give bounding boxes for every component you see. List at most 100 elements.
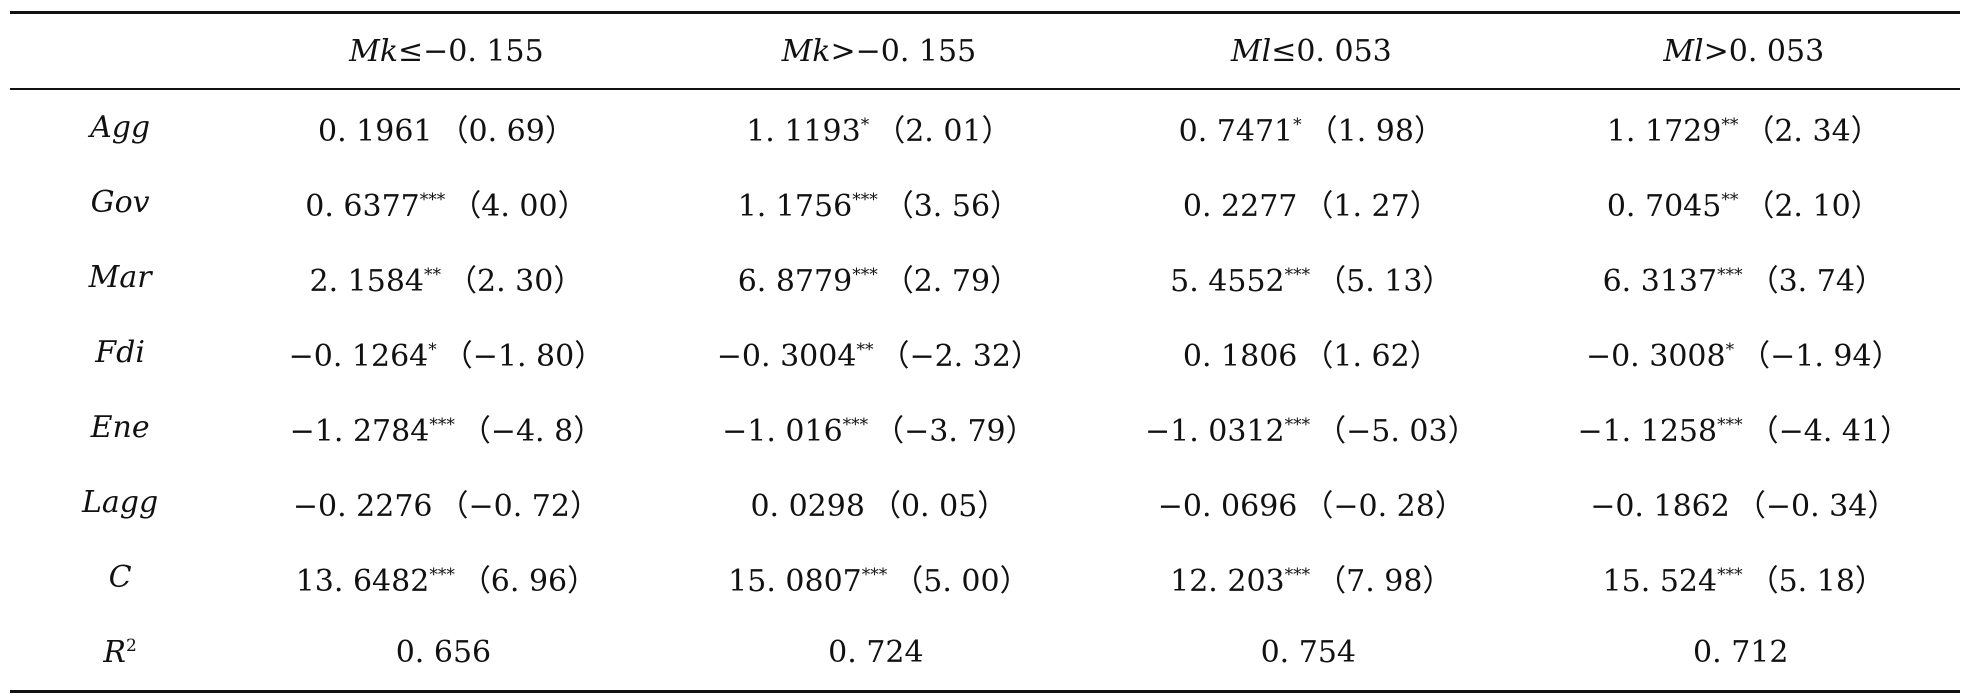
t-statistic: （2. 01） [875,113,1012,149]
table-cell: 1. 1729** （2. 34） [1528,89,1960,165]
coefficient: −1. 016 [722,413,843,449]
t-statistic: （−2. 32） [879,338,1041,374]
t-statistic: （−1. 94） [1740,338,1902,374]
coefficient: 0. 0298 [750,488,865,524]
t-statistic: （3. 56） [883,188,1021,224]
row-label-text: Lagg [82,485,159,520]
coefficient: 0. 712 [1693,635,1789,670]
coefficient: 6. 3137 [1602,263,1718,299]
significance-stars: * [1293,114,1302,135]
t-statistic: （6. 96） [460,563,598,599]
table-cell: −0. 1862 （−0. 34） [1528,465,1960,540]
table-row: Gov 0. 6377*** （4. 00） 1. 1756*** （3. 56） 0. … [10,165,1960,240]
table-cell: 0. 754 [1095,615,1527,692]
significance-stars: *** [1284,414,1311,435]
coefficient: 1. 1193 [746,113,861,149]
coefficient: 15. 0807 [728,563,862,599]
row-label: Mar [10,240,230,315]
significance-stars: *** [852,189,878,210]
table-cell: 12. 203*** （7. 98） [1095,540,1527,615]
significance-stars: ** [1721,114,1739,135]
coefficient: −0. 3004 [716,338,857,374]
significance-stars: *** [1284,564,1311,585]
significance-stars: *** [1717,414,1743,435]
coefficient: 13. 6482 [295,563,430,599]
table-row: C 13. 6482*** （6. 96） 15. 0807*** （5. 00） 12.… [10,540,1960,615]
significance-stars: *** [1284,264,1311,285]
column-threshold: >0. 053 [1703,33,1825,69]
coefficient: 2. 1584 [309,263,425,299]
coefficient: 0. 724 [828,635,924,670]
row-label: Agg [10,89,230,165]
table-cell: 0. 712 [1528,615,1960,692]
coefficient: 1. 1756 [737,188,853,224]
table-cell: 2. 1584** （2. 30） [230,240,662,315]
coefficient: 0. 1806 [1182,338,1298,374]
table-cell: 0. 724 [663,615,1095,692]
coefficient: 12. 203 [1170,563,1285,599]
t-statistic: （−1. 80） [442,338,605,374]
coefficient: 0. 754 [1260,635,1357,670]
column-var: Ml [1230,33,1272,69]
t-statistic: （−3. 79） [874,413,1036,449]
t-statistic: （5. 13） [1316,263,1453,299]
t-statistic: （−0. 34） [1735,488,1898,524]
table-cell: 0. 1961 （0. 69） [230,89,662,165]
table-cell: 0. 7045** （2. 10） [1528,165,1960,240]
coefficient: 0. 656 [395,635,492,670]
row-label-text: Mar [88,260,152,295]
table-cell: 1. 1756*** （3. 56） [663,165,1095,240]
t-statistic: （−5. 03） [1316,413,1478,449]
column-header: Mk>−0. 155 [663,13,1095,90]
coefficient: −1. 1258 [1577,413,1718,449]
row-label-text: R [103,635,126,670]
table-cell: −1. 1258*** （−4. 41） [1528,390,1960,465]
coefficient: 6. 8779 [737,263,853,299]
t-statistic: （−0. 28） [1303,488,1465,524]
table-cell: −1. 0312*** （−5. 03） [1095,390,1527,465]
table-cell: −1. 2784*** （−4. 8） [230,390,662,465]
significance-stars: *** [842,414,869,435]
table-body: Agg 0. 1961 （0. 69） 1. 1193 * （2. 01） 0. 7471*… [10,89,1960,692]
header-row: Mk≤−0. 155 Mk>−0. 155 Ml≤0. 053 Ml>0. 05… [10,12,1960,90]
significance-stars: *** [852,264,878,285]
row-label: Fdi [10,315,230,390]
table-cell: 0. 7471* （1. 98） [1095,89,1527,165]
coefficient: 1. 1729 [1606,113,1722,149]
table-row: Fdi −0. 1264* （−1. 80） −0. 3004** （−2. 32） 0.… [10,315,1960,390]
column-header: Mk≤−0. 155 [230,13,662,90]
t-statistic: （5. 00） [893,563,1030,599]
column-threshold: ≤0. 053 [1271,33,1392,69]
column-threshold: ≤−0. 155 [398,33,544,69]
t-statistic: （2. 34） [1744,113,1881,149]
significance-stars: *** [429,414,455,435]
t-statistic: （0. 05） [870,488,1008,524]
table-cell: 0. 0298 （0. 05） [663,465,1095,540]
table-cell: 13. 6482*** （6. 96） [230,540,662,615]
table-cell: −0. 0696 （−0. 28） [1095,465,1527,540]
column-var: Ml [1663,33,1704,69]
significance-stars: ** [856,339,874,360]
table-cell: −1. 016*** （−3. 79） [663,390,1095,465]
column-header: Ml>0. 053 [1528,13,1960,90]
table-row: Agg 0. 1961 （0. 69） 1. 1193 * （2. 01） 0. 7471*… [10,89,1960,165]
table-row: R2 0. 656 0. 724 0. 754 0. 712 [10,615,1960,692]
table-cell: 5. 4552*** （5. 13） [1095,240,1527,315]
row-label: Lagg [10,465,230,540]
significance-stars: *** [861,564,888,585]
table-row: Lagg −0. 2276 （−0. 72） 0. 0298 （0. 05） −0. 06… [10,465,1960,540]
table-cell: 15. 524*** （5. 18） [1528,540,1960,615]
column-header: Ml≤0. 053 [1095,13,1527,90]
table-cell: −0. 3004** （−2. 32） [663,315,1095,390]
coefficient: 15. 524 [1602,563,1718,599]
row-label-text: Fdi [95,335,145,370]
coefficient: −1. 0312 [1144,413,1285,449]
t-statistic: （0. 69） [438,113,575,149]
coefficient: 0. 7045 [1606,188,1722,224]
significance-stars: *** [429,564,455,585]
regression-table: Mk≤−0. 155 Mk>−0. 155 Ml≤0. 053 Ml>0. 05… [10,11,1960,693]
row-label-superscript: 2 [125,636,137,656]
table-cell: −0. 1264* （−1. 80） [230,315,662,390]
t-statistic: （−4. 41） [1748,413,1911,449]
row-label-text: Agg [90,110,151,145]
